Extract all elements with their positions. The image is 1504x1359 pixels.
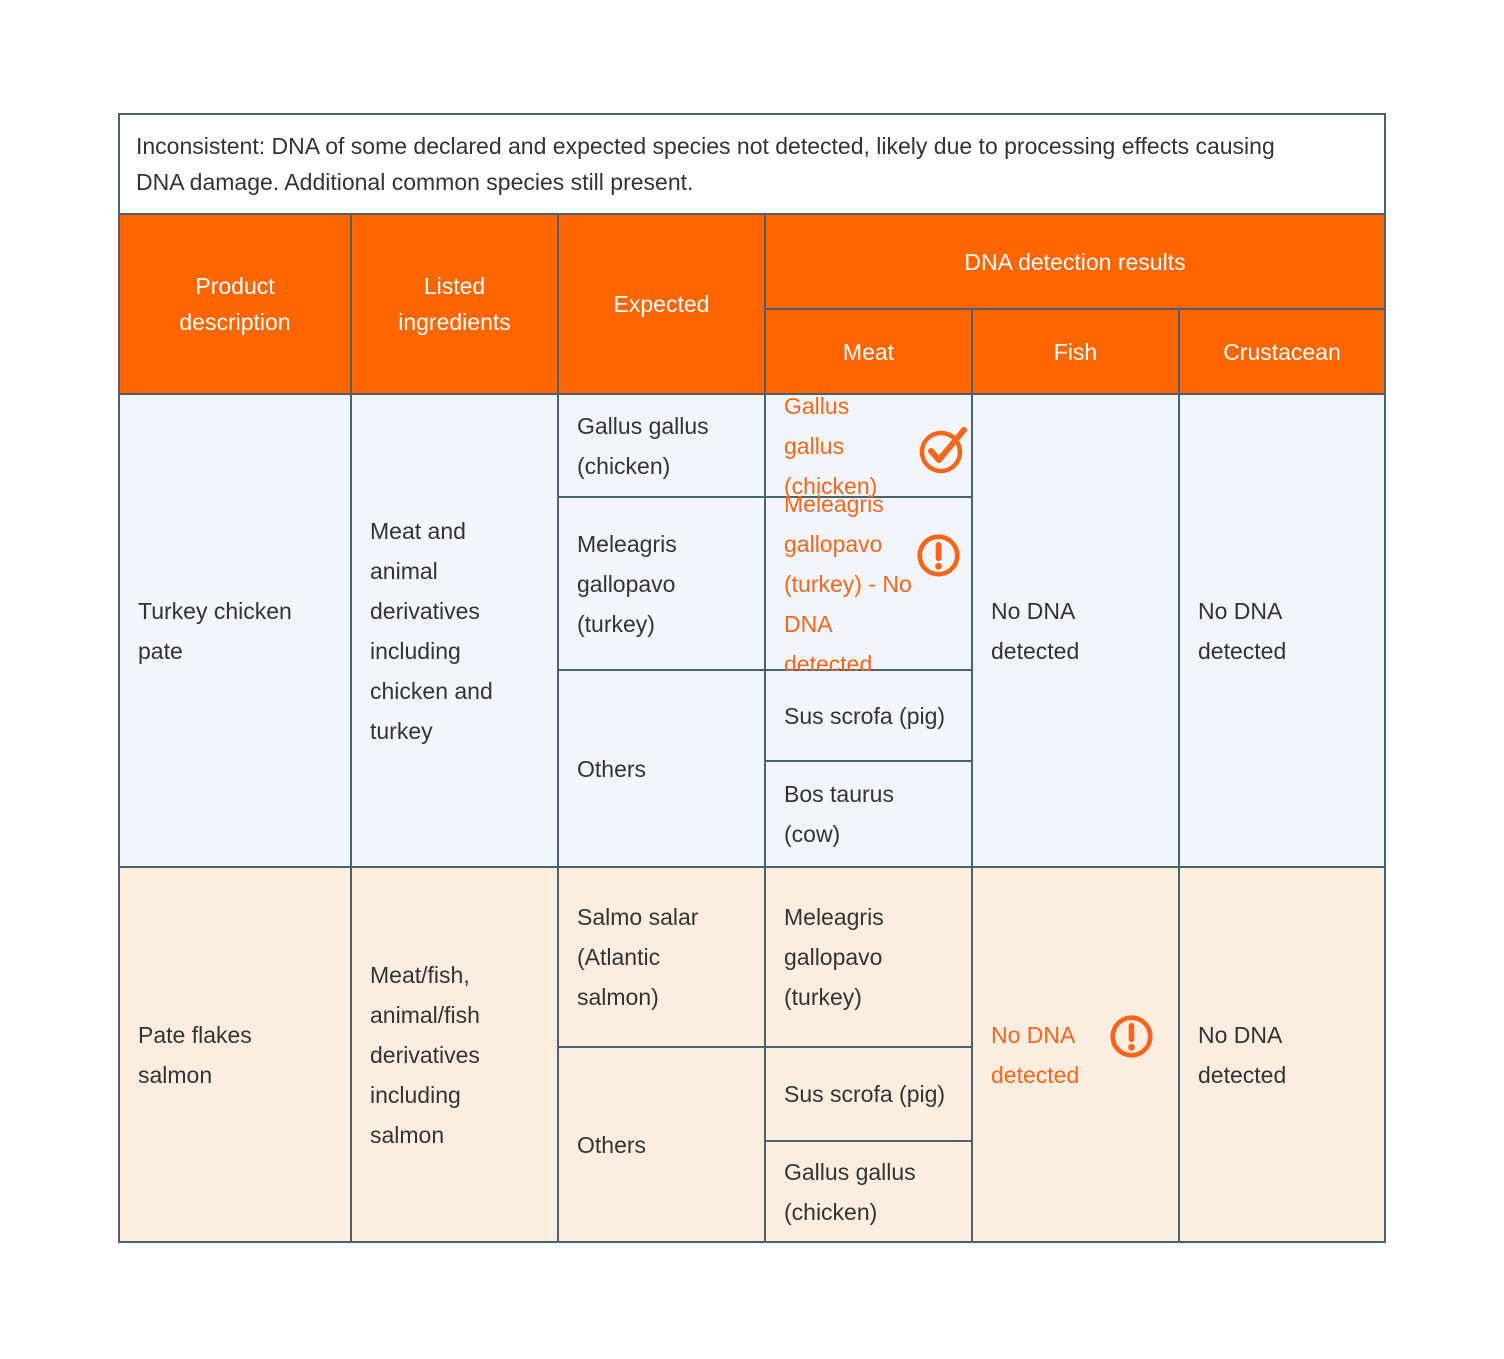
dna-detection-table: Inconsistent: DNA of some declared and e… xyxy=(118,113,1386,1243)
row2-meat-chicken-cell: Gallus gallus (chicken) xyxy=(766,1142,973,1243)
row1-meat-turkey-text: Meleagris gallopavo (turkey) - No DNA de… xyxy=(784,490,912,677)
header-listed-ingredients: Listed ingredients xyxy=(352,215,559,395)
header-fish: Fish xyxy=(973,310,1180,395)
row2-fish-text: No DNA detected xyxy=(991,1021,1080,1088)
header-product-description: Product description xyxy=(120,215,352,395)
row2-meat-turkey-cell: Meleagris gallopavo (turkey) xyxy=(766,868,973,1048)
row2-meat-pig-cell: Sus scrofa (pig) xyxy=(766,1048,973,1142)
exclamation-circle-icon xyxy=(1109,1014,1154,1071)
inconsistency-note: Inconsistent: DNA of some declared and e… xyxy=(120,115,1386,215)
exclamation-circle-icon xyxy=(916,533,961,590)
row1-expected-others-cell: Others xyxy=(559,671,766,868)
header-expected: Expected xyxy=(559,215,766,395)
row2-crustacean-cell: No DNA detected xyxy=(1180,868,1386,1243)
check-circle-icon xyxy=(917,423,969,487)
row1-product-cell: Turkey chicken pate xyxy=(120,395,352,868)
row1-meat-chicken-text: Gallus gallus (chicken) xyxy=(784,392,878,499)
header-meat: Meat xyxy=(766,310,973,395)
row1-meat-pig-cell: Sus scrofa (pig) xyxy=(766,671,973,762)
row1-ingredients-cell: Meat and animal derivatives including ch… xyxy=(352,395,559,868)
row2-product-cell: Pate flakes salmon xyxy=(120,868,352,1243)
row1-meat-cow-cell: Bos taurus (cow) xyxy=(766,762,973,868)
row1-expected-turkey-cell: Meleagris gallopavo (turkey) xyxy=(559,498,766,671)
header-dna-detection-results: DNA detection results xyxy=(766,215,1386,310)
row2-expected-salmon-cell: Salmo salar (Atlantic salmon) xyxy=(559,868,766,1048)
row2-ingredients-cell: Meat/fish, animal/fish derivatives inclu… xyxy=(352,868,559,1243)
row1-expected-chicken-cell: Gallus gallus (chicken) xyxy=(559,395,766,498)
row2-fish-cell: No DNA detected xyxy=(973,868,1180,1243)
row1-crustacean-cell: No DNA detected xyxy=(1180,395,1386,868)
row1-meat-turkey-cell: Meleagris gallopavo (turkey) - No DNA de… xyxy=(766,491,973,677)
row1-fish-cell: No DNA detected xyxy=(973,395,1180,868)
header-crustacean: Crustacean xyxy=(1180,310,1386,395)
row1-meat-chicken-cell: Gallus gallus (chicken) xyxy=(766,393,973,499)
row2-expected-others-cell: Others xyxy=(559,1048,766,1243)
